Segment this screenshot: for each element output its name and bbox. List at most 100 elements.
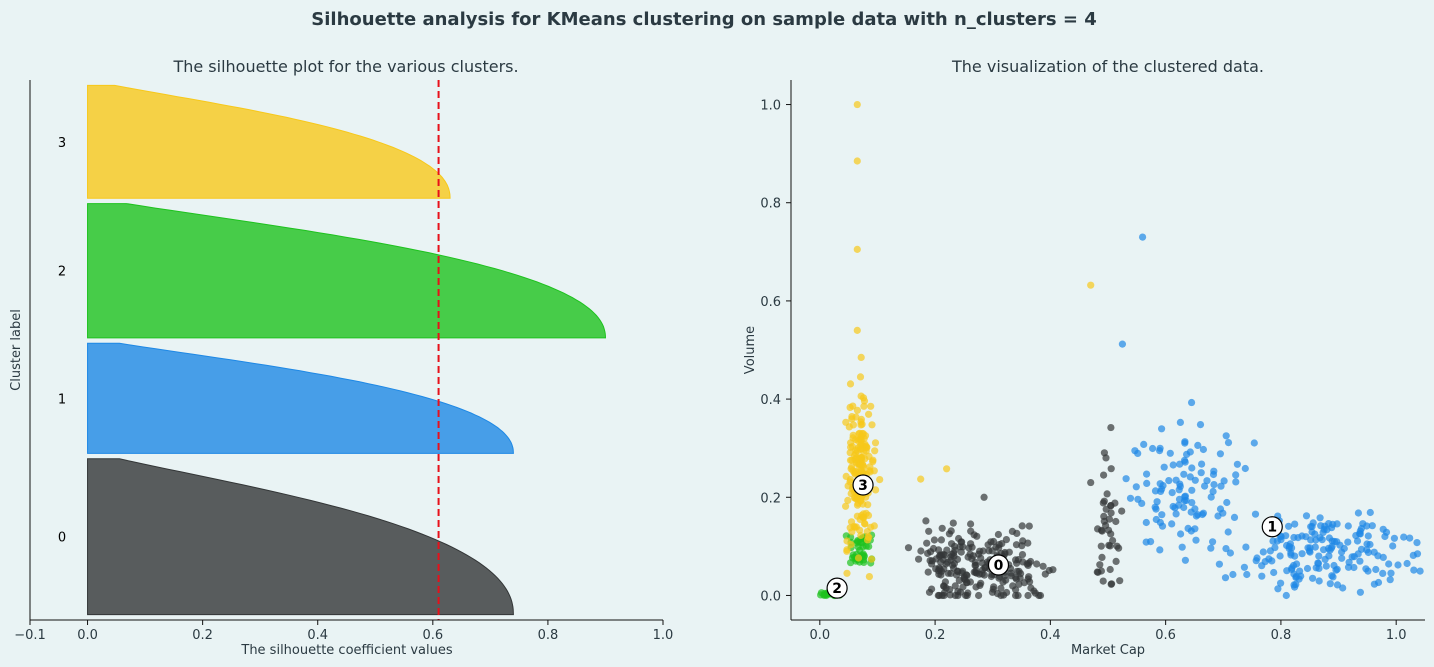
scatter-point: [1134, 495, 1142, 503]
x-tick-label: 0.4: [307, 628, 328, 643]
scatter-point: [935, 570, 943, 578]
scatter-point: [943, 546, 951, 554]
scatter-point: [1018, 522, 1026, 530]
cluster-centers: 0 1 2 3: [826, 474, 1283, 599]
cluster-label-3: 3: [58, 136, 66, 151]
scatter-point: [1403, 559, 1411, 568]
scatter-point: [844, 496, 852, 504]
scatter-point: [1025, 573, 1033, 581]
silhouette-y-label: Cluster label: [9, 309, 24, 391]
scatter-point: [1312, 564, 1320, 572]
scatter-y-label: Volume: [743, 326, 758, 374]
scatter-point: [1250, 439, 1258, 447]
scatter-point: [1096, 561, 1104, 569]
scatter-point: [853, 326, 861, 334]
scatter-point: [1196, 421, 1205, 429]
scatter-point: [853, 245, 861, 253]
scatter-point: [1180, 470, 1188, 478]
scatter-point: [1315, 552, 1323, 560]
scatter-point: [1226, 549, 1234, 557]
scatter-point: [1039, 562, 1047, 570]
scatter-point: [1020, 579, 1028, 587]
scatter-point: [1103, 490, 1111, 498]
scatter-point: [904, 544, 913, 552]
scatter-point: [1180, 456, 1189, 464]
x-tick-label: 0.0: [809, 628, 830, 643]
scatter-point: [1176, 460, 1184, 468]
scatter-point: [940, 589, 949, 597]
scatter-point: [1303, 564, 1312, 573]
scatter-point: [972, 561, 980, 569]
scatter-y-ticks: 0.0 0.2 0.4 0.6 0.8 1.0: [760, 99, 791, 604]
scatter-point: [1329, 573, 1337, 581]
scatter-point: [1348, 553, 1356, 561]
scatter-point: [1285, 522, 1293, 530]
scatter-point: [1410, 566, 1418, 574]
scatter-point: [855, 430, 863, 438]
svg-text:3: 3: [858, 478, 868, 494]
scatter-point: [1232, 478, 1240, 486]
scatter-point: [949, 519, 957, 527]
scatter-point: [1366, 540, 1374, 549]
scatter-point: [1198, 460, 1206, 468]
scatter-point: [1318, 536, 1326, 544]
scatter-point: [1363, 546, 1371, 554]
silhouette-band-3: [87, 84, 451, 199]
scatter-point: [938, 524, 946, 532]
scatter-point: [1333, 581, 1342, 589]
scatter-point: [1243, 570, 1251, 579]
scatter-point: [1143, 479, 1151, 487]
scatter-point: [1241, 464, 1249, 473]
scatter-point: [1097, 542, 1105, 550]
scatter-point: [1177, 530, 1185, 538]
scatter-point: [1370, 548, 1378, 556]
scatter-point: [929, 544, 938, 553]
scatter-point: [1156, 546, 1164, 554]
scatter-point: [1025, 522, 1033, 530]
scatter-point: [1386, 576, 1394, 584]
cluster-center-3: 3: [852, 474, 874, 496]
scatter-point: [1232, 471, 1240, 479]
silhouette-x-ticks: −0.1 0.0 0.2 0.4 0.6 0.8 1.0: [14, 620, 673, 643]
scatter-point: [987, 572, 996, 581]
scatter-plot-title: The visualization of the clustered data.: [951, 57, 1264, 76]
scatter-point: [1191, 525, 1199, 533]
scatter-point: [1292, 580, 1300, 589]
scatter-point: [977, 579, 985, 587]
scatter-point: [1087, 478, 1095, 487]
scatter-point: [934, 591, 942, 600]
silhouette-band-1: [87, 342, 514, 454]
scatter-point: [867, 523, 875, 531]
scatter-point: [876, 476, 884, 484]
scatter-point: [917, 475, 925, 483]
scatter-point: [1013, 567, 1021, 575]
scatter-x-ticks: 0.0 0.2 0.4 0.6 0.8 1.0: [809, 620, 1407, 643]
scatter-point: [997, 584, 1005, 593]
scatter-point: [1326, 580, 1334, 588]
scatter-point: [994, 530, 1003, 539]
scatter-point: [1007, 569, 1015, 577]
scatter-point: [856, 373, 865, 381]
scatter-point: [1221, 574, 1230, 582]
y-tick-label: 0.6: [760, 295, 781, 310]
scatter-point: [1385, 560, 1393, 568]
scatter-point: [1224, 439, 1233, 447]
x-tick-label: −0.1: [14, 628, 46, 643]
scatter-point: [1240, 563, 1248, 571]
scatter-point: [930, 536, 939, 544]
scatter-point: [1107, 423, 1115, 432]
scatter-point: [1356, 588, 1364, 596]
scatter-point: [860, 552, 868, 560]
x-tick-label: 0.0: [77, 628, 98, 643]
scatter-point: [1132, 483, 1140, 491]
scatter-point: [1330, 561, 1338, 570]
scatter-point: [1229, 570, 1237, 579]
x-tick-label: 0.2: [925, 628, 946, 643]
scatter-point: [975, 591, 983, 600]
x-tick-label: 0.8: [538, 628, 559, 643]
x-tick-label: 0.8: [1271, 628, 1292, 643]
scatter-point: [871, 439, 880, 447]
scatter-point: [1344, 522, 1352, 530]
scatter-point: [1024, 539, 1032, 547]
scatter-point: [925, 527, 933, 535]
